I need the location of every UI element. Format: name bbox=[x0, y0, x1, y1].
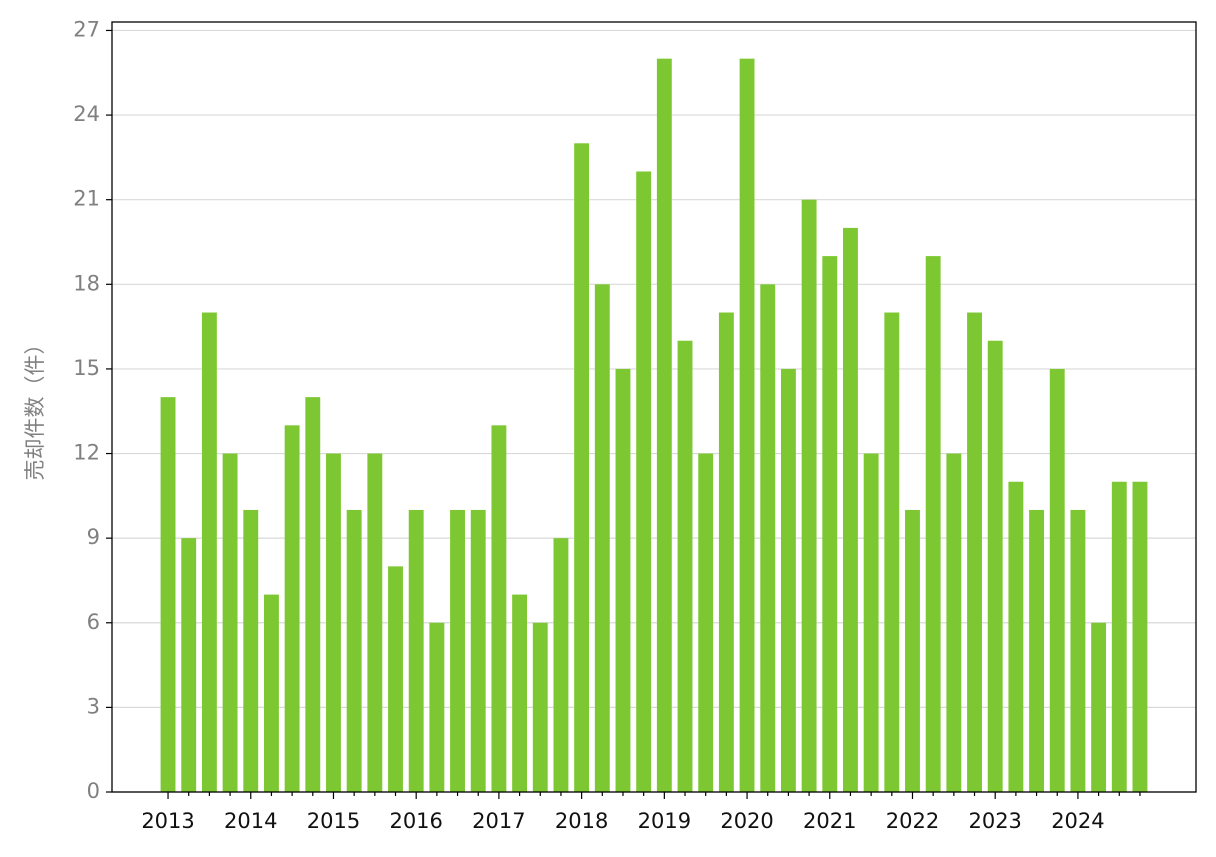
x-tick-label: 2015 bbox=[307, 809, 360, 833]
y-tick-label: 9 bbox=[87, 525, 100, 549]
x-tick-label: 2016 bbox=[389, 809, 442, 833]
bar bbox=[222, 453, 238, 792]
y-tick-label: 12 bbox=[73, 441, 100, 465]
x-tick-label: 2021 bbox=[803, 809, 856, 833]
bar bbox=[284, 425, 300, 792]
bar bbox=[1029, 509, 1045, 792]
bar bbox=[181, 538, 197, 792]
bar bbox=[326, 453, 341, 792]
y-tick-label: 0 bbox=[87, 779, 100, 803]
x-tick-label: 2024 bbox=[1051, 809, 1104, 833]
bar bbox=[388, 566, 403, 792]
bar bbox=[367, 453, 383, 792]
bar bbox=[491, 425, 507, 792]
y-tick-label: 27 bbox=[73, 17, 100, 41]
bar bbox=[429, 622, 445, 792]
bar bbox=[1049, 368, 1065, 792]
bar bbox=[905, 509, 920, 792]
y-tick-label: 24 bbox=[73, 102, 100, 126]
bar bbox=[656, 58, 672, 792]
bar bbox=[884, 312, 900, 792]
bar bbox=[636, 171, 652, 792]
bar bbox=[470, 509, 486, 792]
bar bbox=[594, 284, 610, 792]
x-tick-label: 2023 bbox=[968, 809, 1021, 833]
bar bbox=[843, 227, 858, 792]
bar bbox=[160, 397, 176, 792]
bar bbox=[201, 312, 217, 792]
y-tick-label: 21 bbox=[73, 187, 100, 211]
bar bbox=[1132, 481, 1148, 792]
y-tick-label: 15 bbox=[73, 356, 100, 380]
bar bbox=[822, 256, 838, 793]
y-tick-label: 6 bbox=[87, 610, 100, 634]
x-tick-label: 2019 bbox=[638, 809, 691, 833]
x-tick-label: 2013 bbox=[141, 809, 194, 833]
x-tick-label: 2017 bbox=[472, 809, 525, 833]
bar bbox=[615, 368, 631, 792]
bar bbox=[263, 594, 279, 792]
bar bbox=[305, 397, 321, 792]
bar bbox=[677, 340, 693, 792]
bar bbox=[967, 312, 982, 792]
bar bbox=[863, 453, 879, 792]
bar bbox=[1070, 509, 1086, 792]
bar bbox=[553, 538, 569, 792]
bar bbox=[780, 368, 796, 792]
bar bbox=[1008, 481, 1024, 792]
x-tick-label: 2020 bbox=[720, 809, 773, 833]
bar bbox=[574, 143, 590, 793]
bar bbox=[718, 312, 734, 792]
bar bbox=[801, 199, 817, 792]
bar bbox=[946, 453, 962, 792]
bar bbox=[698, 453, 714, 792]
bar bbox=[1091, 622, 1107, 792]
bar bbox=[1111, 481, 1127, 792]
x-tick-label: 2014 bbox=[224, 809, 277, 833]
bar bbox=[450, 509, 465, 792]
bar bbox=[512, 594, 528, 792]
y-tick-label: 18 bbox=[73, 271, 100, 295]
y-tick-label: 3 bbox=[87, 694, 100, 718]
y-axis-label: 売却件数（件） bbox=[23, 334, 47, 481]
bar bbox=[925, 256, 941, 793]
bar bbox=[346, 509, 362, 792]
bar bbox=[243, 509, 259, 792]
bar bbox=[532, 622, 548, 792]
plot-frame bbox=[111, 21, 1197, 793]
bar bbox=[739, 58, 755, 792]
bar bbox=[760, 284, 776, 792]
x-tick-label: 2018 bbox=[555, 809, 608, 833]
x-tick-label: 2022 bbox=[886, 809, 939, 833]
bar bbox=[987, 340, 1003, 792]
bar bbox=[408, 509, 424, 792]
